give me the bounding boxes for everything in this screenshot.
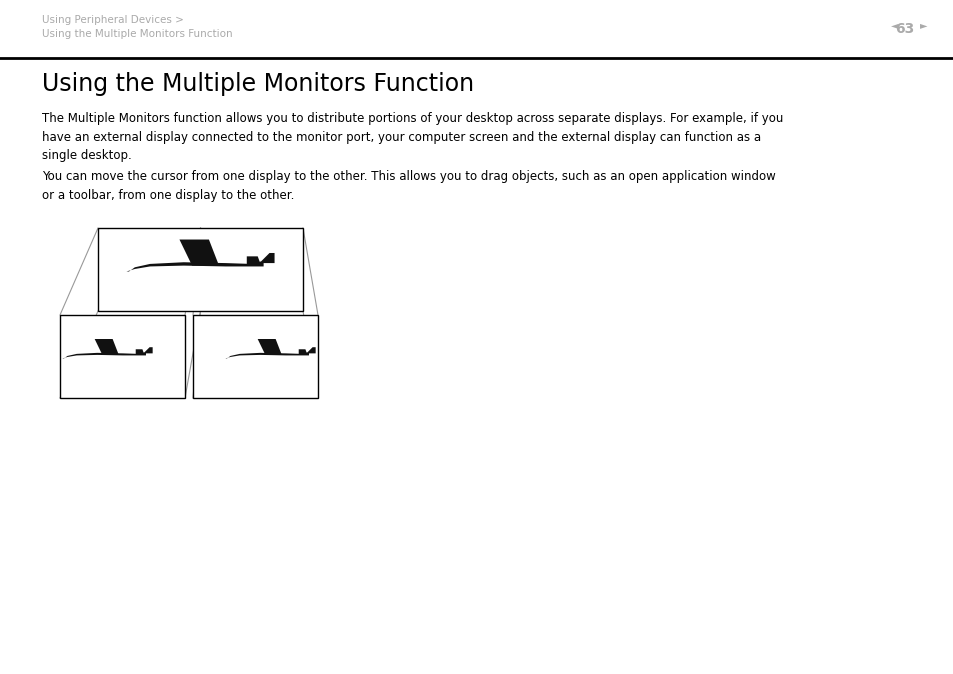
Polygon shape — [225, 347, 315, 359]
Polygon shape — [94, 339, 119, 355]
Bar — [60, 315, 185, 398]
Polygon shape — [257, 339, 281, 355]
Polygon shape — [247, 256, 261, 266]
Polygon shape — [62, 347, 152, 359]
Polygon shape — [127, 253, 274, 272]
Bar — [193, 315, 317, 398]
Text: The Multiple Monitors function allows you to distribute portions of your desktop: The Multiple Monitors function allows yo… — [42, 112, 782, 162]
Text: ◄: ◄ — [890, 20, 898, 30]
Polygon shape — [298, 349, 307, 355]
Text: Using Peripheral Devices >: Using Peripheral Devices > — [42, 15, 184, 25]
Polygon shape — [179, 239, 219, 266]
Text: Using the Multiple Monitors Function: Using the Multiple Monitors Function — [42, 29, 233, 39]
Text: 63: 63 — [895, 22, 914, 36]
Bar — [98, 228, 303, 311]
Polygon shape — [135, 349, 144, 355]
Text: ►: ► — [919, 20, 926, 30]
Text: Using the Multiple Monitors Function: Using the Multiple Monitors Function — [42, 72, 474, 96]
Text: You can move the cursor from one display to the other. This allows you to drag o: You can move the cursor from one display… — [42, 170, 775, 202]
